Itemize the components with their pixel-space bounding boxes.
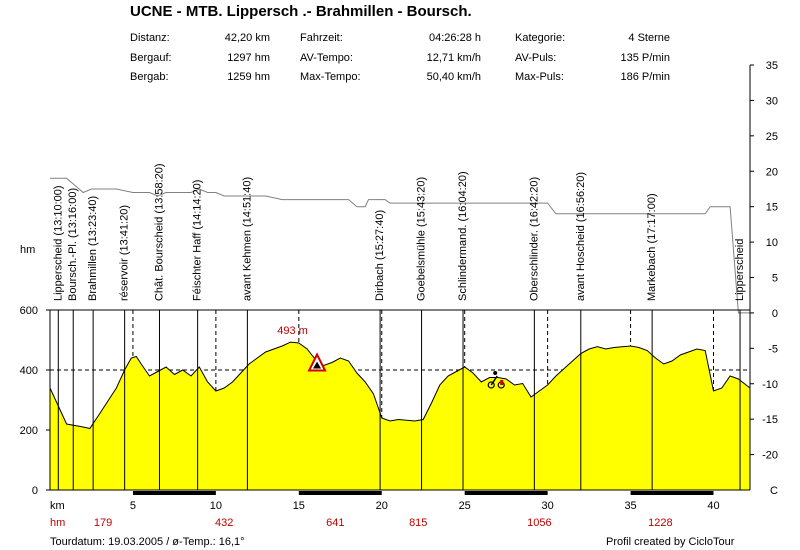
y-right-label-0: 0 bbox=[772, 308, 778, 320]
y-right-label-30: 30 bbox=[766, 95, 778, 107]
fahrzeit-value: 04:26:28 h bbox=[429, 32, 481, 44]
y-right-label--10: -10 bbox=[762, 379, 778, 391]
distanz-value: 42,20 km bbox=[224, 32, 270, 44]
waypoint-label-9: Schlindermand. (16:04:20) bbox=[457, 171, 469, 301]
waypoint-label-10: Oberschlinder. (16:42:20) bbox=[528, 177, 540, 301]
y-left-label-200: 200 bbox=[20, 425, 38, 437]
temperature-line bbox=[50, 177, 750, 314]
max-tempo-label: Max-Tempo: bbox=[300, 71, 361, 83]
y-right-label-10: 10 bbox=[766, 237, 778, 249]
max-tempo-value: 50,40 km/h bbox=[426, 71, 481, 83]
hm-row-value-3: 815 bbox=[409, 517, 427, 529]
tour-date-footer: Tourdatum: 19.03.2005 / ø-Temp.: 16,1° bbox=[50, 536, 245, 548]
cyclist-body-icon bbox=[490, 375, 498, 386]
av-puls-label: AV-Puls: bbox=[515, 52, 557, 64]
av-puls-value: 135 P/min bbox=[620, 52, 670, 64]
y-right-axis-title: C bbox=[770, 485, 778, 497]
hm-row-value-4: 1056 bbox=[527, 517, 551, 529]
hm-row-value-2: 641 bbox=[326, 517, 344, 529]
bergauf-value: 1297 hm bbox=[227, 52, 270, 64]
km-bar-15 bbox=[298, 491, 382, 495]
waypoint-label-6: avant Kehmen (14:51:40) bbox=[241, 177, 253, 301]
y-left-label-600: 600 bbox=[20, 305, 38, 317]
y-left-label-0: 0 bbox=[32, 485, 38, 497]
y-left-label-400: 400 bbox=[20, 365, 38, 377]
x-tick-label-20: 20 bbox=[376, 500, 388, 512]
max-puls-label: Max-Puls: bbox=[515, 71, 564, 83]
elevation-area bbox=[49, 341, 751, 490]
y-left-axis-title: hm bbox=[20, 244, 35, 256]
bergab-value: 1259 hm bbox=[227, 71, 270, 83]
waypoint-label-3: réservoir (13:41:20) bbox=[119, 205, 131, 301]
x-tick-label-35: 35 bbox=[624, 500, 636, 512]
bergauf-label: Bergauf: bbox=[130, 52, 172, 64]
icons bbox=[307, 352, 505, 389]
credit-footer: Profil created by CicloTour bbox=[606, 536, 735, 548]
x-axis-title: km bbox=[50, 500, 65, 512]
x-tick-label-10: 10 bbox=[210, 500, 222, 512]
y-right-label-35: 35 bbox=[766, 60, 778, 72]
hm-row-value-1: 432 bbox=[215, 517, 233, 529]
x-tick-label-30: 30 bbox=[542, 500, 554, 512]
waypoint-label-8: Goebelsmühle (15:43:20) bbox=[416, 177, 428, 301]
cyclist-head-icon bbox=[493, 371, 498, 375]
axes bbox=[46, 64, 754, 495]
y-right-label--15: -15 bbox=[762, 414, 778, 426]
distanz-label: Distanz: bbox=[130, 32, 170, 44]
elevation-outline bbox=[49, 341, 751, 430]
x-tick-label-15: 15 bbox=[293, 500, 305, 512]
waypoint-markers: Lipperscheid (13:10:00) Boursch.-Pl. (13:… bbox=[52, 163, 746, 490]
cyclist-wheel-back-icon bbox=[487, 381, 495, 389]
chart-title: UCNE - MTB. Lippersch .- Brahmillen - Bo… bbox=[130, 3, 472, 20]
x-tick-label-5: 5 bbox=[130, 500, 136, 512]
waypoint-label-5: Féischter Haff (14:14:20) bbox=[192, 180, 204, 301]
waypoint-label-11: avant Hoscheid (16:56:20) bbox=[575, 172, 587, 301]
x-tick-label-40: 40 bbox=[707, 500, 719, 512]
mountain-peak-glyph-icon bbox=[313, 361, 322, 369]
waypoint-label-0: Lipperscheid (13:10:00) bbox=[52, 185, 64, 301]
y-right-label-5: 5 bbox=[772, 273, 778, 285]
hm-row-title: hm bbox=[50, 517, 65, 529]
km-bar-5 bbox=[132, 491, 216, 495]
max-puls-value: 186 P/min bbox=[620, 71, 670, 83]
hm-row-value-0: 179 bbox=[94, 517, 112, 529]
kategorie-label: Kategorie: bbox=[515, 32, 566, 44]
cyclist-flag-icon bbox=[500, 380, 504, 385]
temperature-series-line bbox=[50, 177, 750, 314]
axis-labels: 0 200 400 600 hm 35 30 25 20 15 10 5 0 -5 -10 -15 -20 C 5 1… bbox=[20, 60, 778, 529]
y-right-label--20: -20 bbox=[762, 450, 778, 462]
y-right-label-25: 25 bbox=[766, 131, 778, 143]
av-tempo-value: 12,71 km/h bbox=[426, 52, 481, 64]
km-bar-35 bbox=[630, 491, 714, 495]
x-tick-label-25: 25 bbox=[459, 500, 471, 512]
waypoint-label-2: Brahmillen (13:23:40) bbox=[87, 196, 99, 301]
av-tempo-label: AV-Tempo: bbox=[300, 52, 353, 64]
peak-label: 493 m bbox=[277, 325, 308, 337]
elevation-fill bbox=[50, 342, 750, 490]
kategorie-value: 4 Sterne bbox=[628, 32, 670, 44]
km-bar-25 bbox=[464, 491, 548, 495]
y-right-label--5: -5 bbox=[768, 343, 778, 355]
waypoint-label-4: Chât. Bourscheid (13:58:20) bbox=[153, 163, 165, 301]
waypoint-label-12: Markebach (17:17:00) bbox=[646, 193, 658, 301]
y-right-label-20: 20 bbox=[766, 166, 778, 178]
waypoint-label-7: Dirbach (15:27:40) bbox=[374, 210, 386, 301]
waypoint-label-1: Boursch.-Pl. (13:16:00) bbox=[67, 188, 79, 301]
fahrzeit-label: Fahrzeit: bbox=[300, 32, 343, 44]
waypoint-label-13: Lipperscheid bbox=[734, 239, 746, 301]
hm-row-value-5: 1228 bbox=[648, 517, 672, 529]
bergab-label: Bergab: bbox=[130, 71, 169, 83]
y-right-label-15: 15 bbox=[766, 202, 778, 214]
